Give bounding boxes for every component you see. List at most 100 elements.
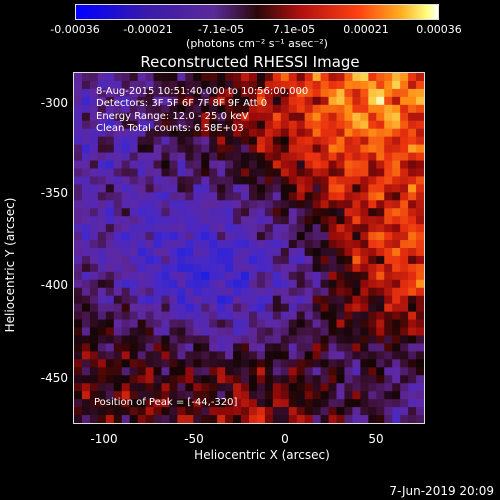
heatmap-cell <box>177 224 186 233</box>
heatmap-cell <box>256 232 266 241</box>
heatmap-cell <box>408 184 417 193</box>
heatmap-cell <box>129 287 139 297</box>
heatmap-cell <box>392 391 401 400</box>
heatmap-cell <box>272 327 282 337</box>
heatmap-cell <box>233 184 242 193</box>
heatmap-cell <box>105 224 115 233</box>
heatmap-cell <box>264 120 274 130</box>
heatmap-cell <box>185 128 194 138</box>
heatmap-cell <box>97 303 107 313</box>
heatmap-cell <box>312 224 322 233</box>
heatmap-cell <box>312 96 322 106</box>
heatmap-cell <box>129 319 139 329</box>
heatmap-cell <box>249 319 258 329</box>
heatmap-cell <box>360 73 369 82</box>
heatmap-cell <box>264 375 274 384</box>
heatmap-cell <box>105 128 115 138</box>
heatmap-cell <box>296 255 306 265</box>
heatmap-cell <box>137 391 147 400</box>
heatmap-cell <box>225 128 234 138</box>
heatmap-cell <box>296 73 306 82</box>
heatmap-cell <box>81 240 91 249</box>
heatmap-cell <box>336 391 346 400</box>
heatmap-cell <box>384 391 393 400</box>
heatmap-cell <box>129 295 139 305</box>
heatmap-cell <box>312 104 322 114</box>
heatmap-cell <box>161 184 171 193</box>
heatmap-cell <box>392 136 401 146</box>
heatmap-cell <box>97 351 107 360</box>
heatmap-cell <box>145 176 155 185</box>
heatmap-cell <box>256 96 266 106</box>
heatmap-cell <box>153 192 163 201</box>
heatmap-cell <box>320 112 330 122</box>
heatmap-cell <box>360 263 369 273</box>
heatmap-cell <box>89 335 99 345</box>
heatmap-cell <box>241 240 250 249</box>
heatmap-cell <box>264 200 274 209</box>
heatmap-cell <box>113 255 123 265</box>
heatmap-cell <box>352 128 361 138</box>
heatmap-cell <box>344 391 353 400</box>
heatmap-cell <box>74 295 83 305</box>
heatmap-cell <box>408 128 417 138</box>
heatmap-cell <box>161 88 171 98</box>
heatmap-cell <box>145 240 155 249</box>
heatmap-cell <box>336 399 346 408</box>
heatmap-cell <box>352 263 361 273</box>
heatmap-cell <box>272 104 282 114</box>
heatmap-cell <box>312 335 322 345</box>
heatmap-cell <box>416 303 424 313</box>
heatmap-cell <box>392 248 401 257</box>
heatmap-cell <box>153 248 163 257</box>
heatmap-cell <box>352 383 361 392</box>
heatmap-cell <box>296 415 306 423</box>
heatmap-cell <box>384 104 393 114</box>
heatmap-cell <box>360 415 369 423</box>
heatmap-cell <box>145 192 155 201</box>
heatmap-cell <box>320 136 330 146</box>
heatmap-cell <box>129 391 139 400</box>
heatmap-cell <box>129 248 139 257</box>
heatmap-cell <box>296 88 306 98</box>
heatmap-cell <box>169 383 178 392</box>
heatmap-cell <box>153 319 163 329</box>
heatmap-cell <box>384 303 393 313</box>
heatmap-cell <box>153 375 163 384</box>
heatmap-cell <box>304 240 314 249</box>
heatmap-cell <box>408 136 417 146</box>
heatmap-cell <box>153 255 163 265</box>
heatmap-cell <box>209 112 218 122</box>
heatmap-cell <box>304 216 314 225</box>
heatmap-cell <box>201 160 210 170</box>
heatmap-cell <box>312 255 322 265</box>
heatmap-cell <box>280 287 290 297</box>
heatmap-cell <box>113 303 123 313</box>
heatmap-cell <box>416 415 424 423</box>
heatmap-cell <box>384 112 393 122</box>
heatmap-cell <box>384 319 393 329</box>
heatmap-cell <box>89 295 99 305</box>
heatmap-cell <box>145 415 155 423</box>
heatmap-cell <box>161 160 171 170</box>
heatmap-cell <box>408 216 417 225</box>
heatmap-cell <box>193 200 202 209</box>
colorbar-tick-label: 0.00036 <box>416 23 462 36</box>
heatmap-cell <box>217 136 226 146</box>
heatmap-cell <box>416 351 424 360</box>
heatmap-cell <box>105 120 115 130</box>
heatmap-cell <box>145 343 155 352</box>
heatmap-cell <box>169 343 178 352</box>
heatmap-cell <box>209 224 218 233</box>
heatmap-cell <box>241 303 250 313</box>
heatmap-cell <box>376 295 385 305</box>
heatmap-cell <box>241 375 250 384</box>
heatmap-cell <box>129 120 139 130</box>
heatmap-cell <box>233 327 242 337</box>
heatmap-cell <box>368 367 377 376</box>
heatmap-cell <box>225 112 234 122</box>
heatmap-cell <box>400 88 409 98</box>
heatmap-cell <box>105 399 115 408</box>
heatmap-cell <box>416 216 424 225</box>
heatmap-cell <box>161 271 171 281</box>
